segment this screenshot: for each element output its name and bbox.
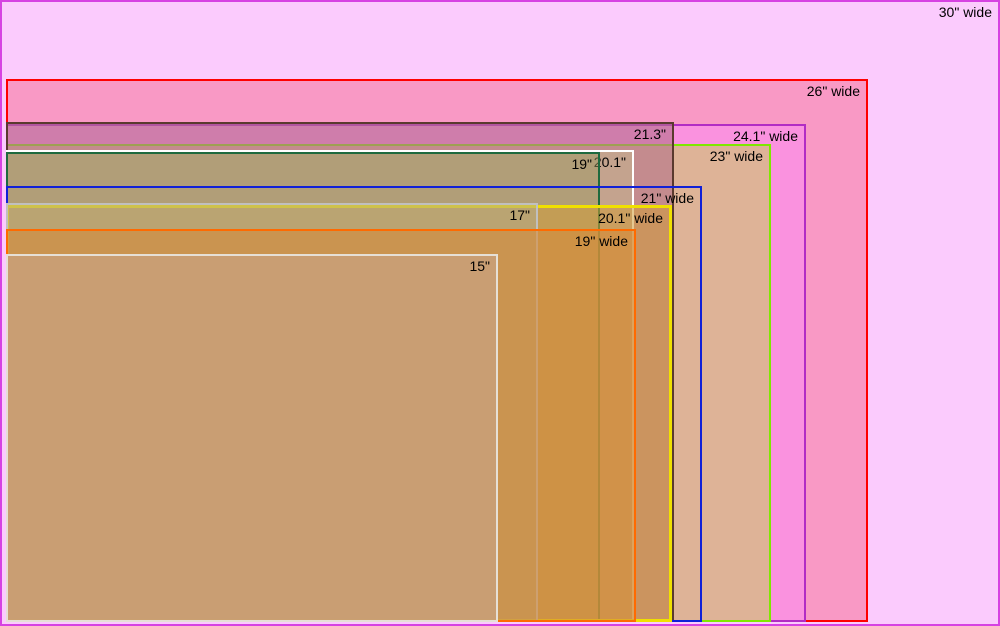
lcd-comparison-diagram: 30" wide 26" wide 24.1" wide 23" wide 21.3" 2… [0, 0, 1000, 626]
rect-label-r19w: 19" wide [575, 233, 628, 249]
rect-label-r30w: 30" wide [939, 4, 992, 20]
rect-label-r15: 15" [469, 258, 490, 274]
rect-label-r241w: 24.1" wide [733, 128, 798, 144]
rect-label-r26w: 26" wide [807, 83, 860, 99]
rect-r15: 15" [6, 254, 498, 622]
rect-label-r21w: 21" wide [641, 190, 694, 206]
rect-label-r23w: 23" wide [710, 148, 763, 164]
rect-label-r19: 19" [571, 156, 592, 172]
rect-label-r201w: 20.1" wide [598, 210, 663, 226]
rect-fill-r15 [8, 256, 496, 620]
rect-label-r17: 17" [509, 207, 530, 223]
rect-label-r213: 21.3" [634, 126, 666, 142]
